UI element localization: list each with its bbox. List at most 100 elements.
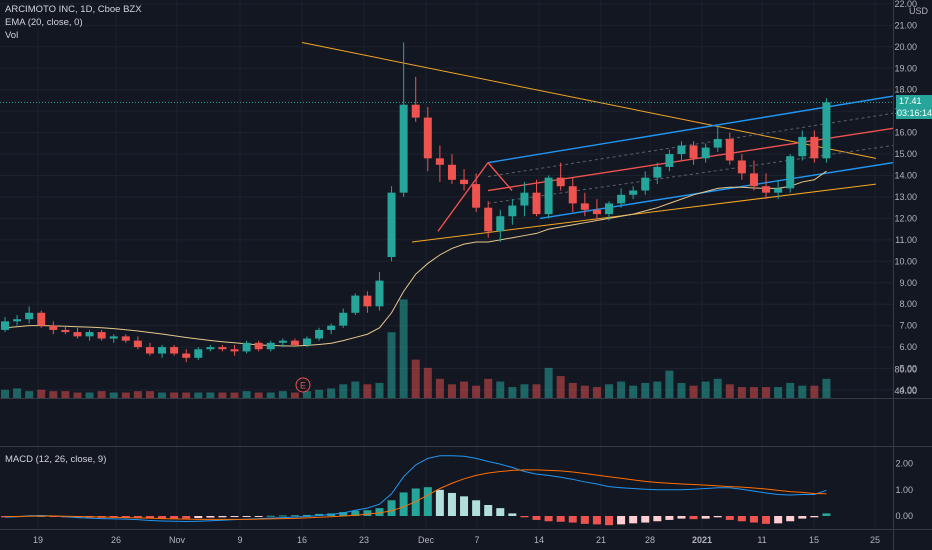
candle[interactable]: [786, 154, 795, 193]
candle-body: [774, 188, 783, 193]
earnings-icon[interactable]: E: [295, 377, 311, 393]
last-price-tag: 17.41: [896, 95, 932, 107]
candle[interactable]: [520, 181, 529, 217]
candle[interactable]: [242, 340, 251, 354]
candle[interactable]: [544, 175, 553, 219]
candle[interactable]: [460, 169, 469, 191]
macd-histogram-bar: [351, 510, 360, 516]
candle[interactable]: [749, 160, 758, 191]
candle-body: [532, 192, 541, 215]
candle[interactable]: [13, 314, 22, 326]
candle[interactable]: [508, 199, 517, 225]
candle[interactable]: [230, 344, 239, 356]
candle[interactable]: [641, 171, 650, 195]
candle[interactable]: [145, 342, 154, 356]
candle[interactable]: [37, 310, 46, 328]
candle-body: [520, 192, 529, 206]
candles[interactable]: [1, 42, 831, 363]
candle[interactable]: [617, 188, 626, 208]
price-axis-label: 22.00: [894, 0, 917, 9]
candle[interactable]: [665, 149, 674, 172]
candle[interactable]: [496, 209, 505, 242]
candle[interactable]: [182, 349, 191, 363]
candle[interactable]: [810, 130, 819, 163]
candle[interactable]: [363, 291, 372, 313]
candle[interactable]: [254, 340, 263, 352]
candle[interactable]: [61, 325, 70, 335]
macd-histogram-bar: [182, 516, 191, 519]
candle[interactable]: [194, 347, 203, 360]
candle[interactable]: [278, 338, 287, 348]
candle[interactable]: [1, 317, 9, 333]
candle[interactable]: [399, 42, 408, 197]
candle[interactable]: [133, 336, 142, 350]
candle[interactable]: [351, 293, 360, 315]
candle[interactable]: [423, 106, 432, 172]
candle[interactable]: [266, 340, 275, 352]
candle[interactable]: [713, 126, 722, 152]
candle[interactable]: [484, 201, 493, 238]
volume-axis-label: 80.00: [894, 365, 917, 375]
candle[interactable]: [689, 141, 698, 165]
candle[interactable]: [798, 130, 807, 161]
candle[interactable]: [580, 192, 589, 217]
price-axis-label: 6.00: [899, 342, 917, 352]
volume-bar: [810, 385, 819, 398]
candle[interactable]: [121, 334, 130, 343]
macd-legend[interactable]: MACD (12, 26, close, 9): [5, 454, 107, 465]
candle[interactable]: [822, 98, 831, 163]
candle-body: [1, 321, 9, 330]
macd-histogram-bar: [665, 516, 674, 520]
candle[interactable]: [73, 327, 82, 339]
candle[interactable]: [447, 154, 456, 185]
ema-legend[interactable]: EMA (20, close, 0): [5, 17, 83, 28]
candle[interactable]: [109, 334, 118, 343]
symbol-legend[interactable]: ARCIMOTO INC, 1D, Cboe BZX: [5, 4, 142, 15]
volume-bar: [339, 384, 348, 398]
candle[interactable]: [339, 308, 348, 328]
candle[interactable]: [97, 329, 106, 341]
candle[interactable]: [158, 344, 167, 358]
candle[interactable]: [218, 344, 227, 352]
candle[interactable]: [605, 201, 613, 221]
vol-legend[interactable]: Vol: [5, 30, 19, 41]
candle[interactable]: [629, 186, 638, 200]
candle[interactable]: [762, 173, 771, 200]
candle[interactable]: [556, 162, 565, 191]
candle[interactable]: [701, 143, 710, 163]
candle[interactable]: [677, 141, 686, 161]
candle[interactable]: [170, 344, 179, 356]
candle[interactable]: [411, 76, 420, 122]
macd-histogram-bar: [653, 516, 662, 522]
candle[interactable]: [315, 327, 324, 341]
candle[interactable]: [206, 344, 215, 352]
candle[interactable]: [472, 173, 481, 212]
candle[interactable]: [25, 306, 34, 324]
candle[interactable]: [303, 336, 311, 348]
candle[interactable]: [532, 179, 541, 217]
macd-histogram-bar: [496, 508, 505, 516]
candle[interactable]: [737, 154, 746, 180]
candle[interactable]: [85, 329, 94, 341]
candle[interactable]: [387, 186, 396, 262]
candle[interactable]: [375, 272, 384, 311]
candle[interactable]: [435, 145, 444, 182]
candle[interactable]: [653, 162, 662, 185]
volume-bar: [460, 381, 469, 398]
candle[interactable]: [592, 199, 601, 221]
macd-histogram-bar: [544, 516, 553, 522]
candle[interactable]: [774, 179, 783, 200]
candle[interactable]: [290, 338, 299, 348]
candle-body: [460, 179, 469, 185]
candle-body: [37, 312, 46, 326]
candle[interactable]: [725, 132, 734, 165]
price-axis-label: 8.00: [899, 299, 917, 309]
candle-body: [182, 353, 191, 358]
candle[interactable]: [568, 177, 577, 212]
volume-bar: [375, 382, 384, 398]
volume-bar: [49, 391, 58, 398]
candle[interactable]: [49, 321, 58, 335]
candle-body: [508, 205, 517, 217]
candle[interactable]: [327, 323, 336, 335]
